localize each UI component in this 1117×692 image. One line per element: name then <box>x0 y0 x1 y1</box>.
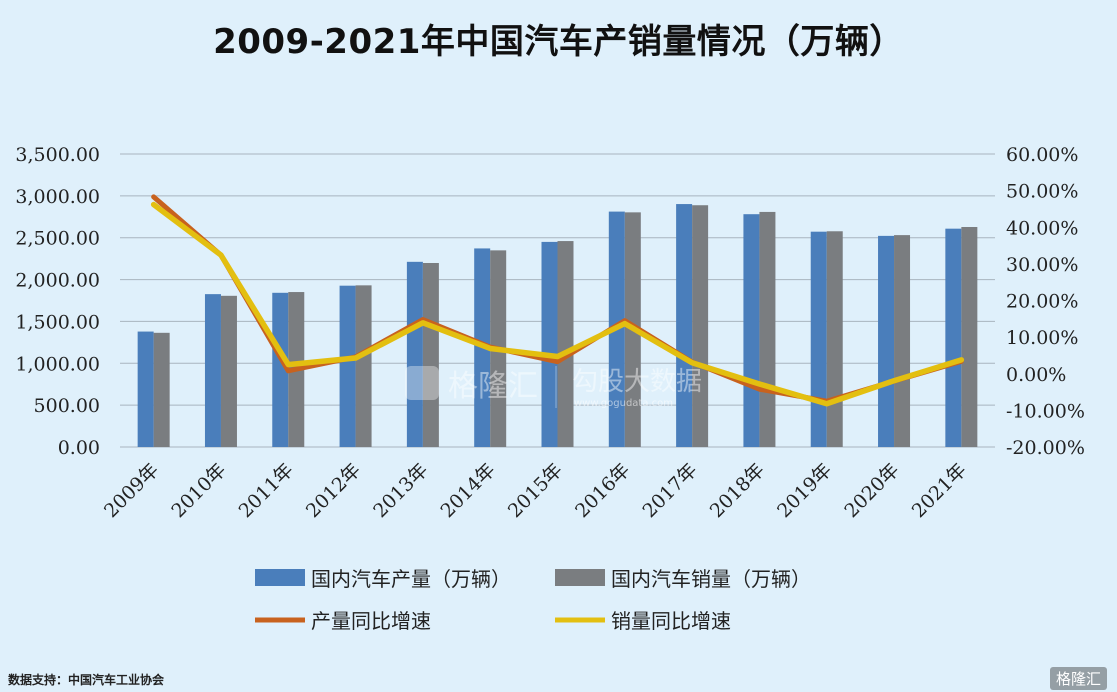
x-tick-label: 2018年 <box>706 459 769 522</box>
x-tick-label: 2013年 <box>369 459 432 522</box>
production-bar <box>339 285 356 447</box>
y-left-tick-label: 2,500.00 <box>15 228 100 250</box>
legend-label: 销量同比增速 <box>611 609 731 633</box>
y-left-tick-label: 3,500.00 <box>15 144 100 166</box>
legend-swatch <box>555 569 605 586</box>
x-tick-label: 2014年 <box>437 459 500 522</box>
production-bar <box>945 228 962 447</box>
x-tick-label: 2020年 <box>840 459 903 522</box>
sales-bar <box>422 262 439 447</box>
y-right-tick-label: 30.00% <box>1006 254 1078 276</box>
production-bar <box>137 331 154 447</box>
sales-bar <box>355 285 372 447</box>
corner-watermark: 格隆汇 <box>1049 667 1107 690</box>
legend-label: 国内汽车销量（万辆） <box>611 567 811 591</box>
x-tick-label: 2011年 <box>235 459 298 522</box>
x-tick-label: 2017年 <box>638 459 701 522</box>
production-bar <box>406 261 423 447</box>
y-right-tick-label: 0.00% <box>1006 364 1066 386</box>
y-right-tick-label: -20.00% <box>1006 437 1085 459</box>
sales-growth-line <box>150 201 965 407</box>
sales-bar <box>759 211 776 447</box>
legend-swatch <box>255 569 305 586</box>
y-right-tick-label: 20.00% <box>1006 291 1078 313</box>
production-bar <box>878 235 895 447</box>
sales-bar <box>692 205 709 447</box>
x-tick-label: 2009年 <box>100 459 163 522</box>
sales-bar <box>826 231 843 447</box>
sales-bar <box>557 241 574 447</box>
watermark: 格隆汇 勾股大数据 www.gogudata.com <box>405 366 702 409</box>
y-right-tick-label: 60.00% <box>1006 144 1078 166</box>
production-bar <box>541 241 558 447</box>
y-right-tick-label: 40.00% <box>1006 217 1078 239</box>
x-tick-label: 2019年 <box>773 459 836 522</box>
watermark-brand: 格隆汇 <box>448 369 538 404</box>
production-bar <box>810 231 827 447</box>
legend-label: 产量同比增速 <box>311 609 431 633</box>
watermark-sub: 勾股大数据 <box>572 367 702 397</box>
growth-lines <box>150 194 965 407</box>
y-left-tick-label: 500.00 <box>34 395 100 417</box>
sales-bar <box>961 226 978 447</box>
production-bar <box>204 294 221 447</box>
y-left-tick-label: 3,000.00 <box>15 186 100 208</box>
sales-bar <box>153 332 170 447</box>
y-left-tick-label: 2,000.00 <box>15 270 100 292</box>
x-tick-label: 2012年 <box>302 459 365 522</box>
source-note: 数据支持：中国汽车工业协会 <box>8 673 165 687</box>
y-left-tick-label: 0.00 <box>58 437 100 459</box>
y-right-tick-label: -10.00% <box>1006 400 1085 422</box>
production-bar <box>743 214 760 447</box>
x-tick-label: 2010年 <box>167 459 230 522</box>
x-tick-label: 2021年 <box>908 459 971 522</box>
production-bar <box>676 204 693 447</box>
chart-title: 2009-2021年中国汽车产销量情况（万辆） <box>213 22 904 62</box>
y-left-tick-label: 1,500.00 <box>15 311 100 333</box>
y-right-tick-label: 50.00% <box>1006 181 1078 203</box>
watermark-logo-icon <box>405 366 439 400</box>
y-right-tick-label: 10.00% <box>1006 327 1078 349</box>
legend: 国内汽车产量（万辆） 国内汽车销量（万辆） 产量同比增速 销量同比增速 <box>255 567 811 633</box>
legend-label: 国内汽车产量（万辆） <box>311 567 511 591</box>
production-bar <box>272 292 289 447</box>
sales-bar <box>220 295 237 447</box>
x-tick-label: 2016年 <box>571 459 634 522</box>
sales-bar <box>894 235 911 447</box>
y-left-tick-label: 1,000.00 <box>15 353 100 375</box>
watermark-url: www.gogudata.com <box>574 398 673 409</box>
x-tick-label: 2015年 <box>504 459 567 522</box>
